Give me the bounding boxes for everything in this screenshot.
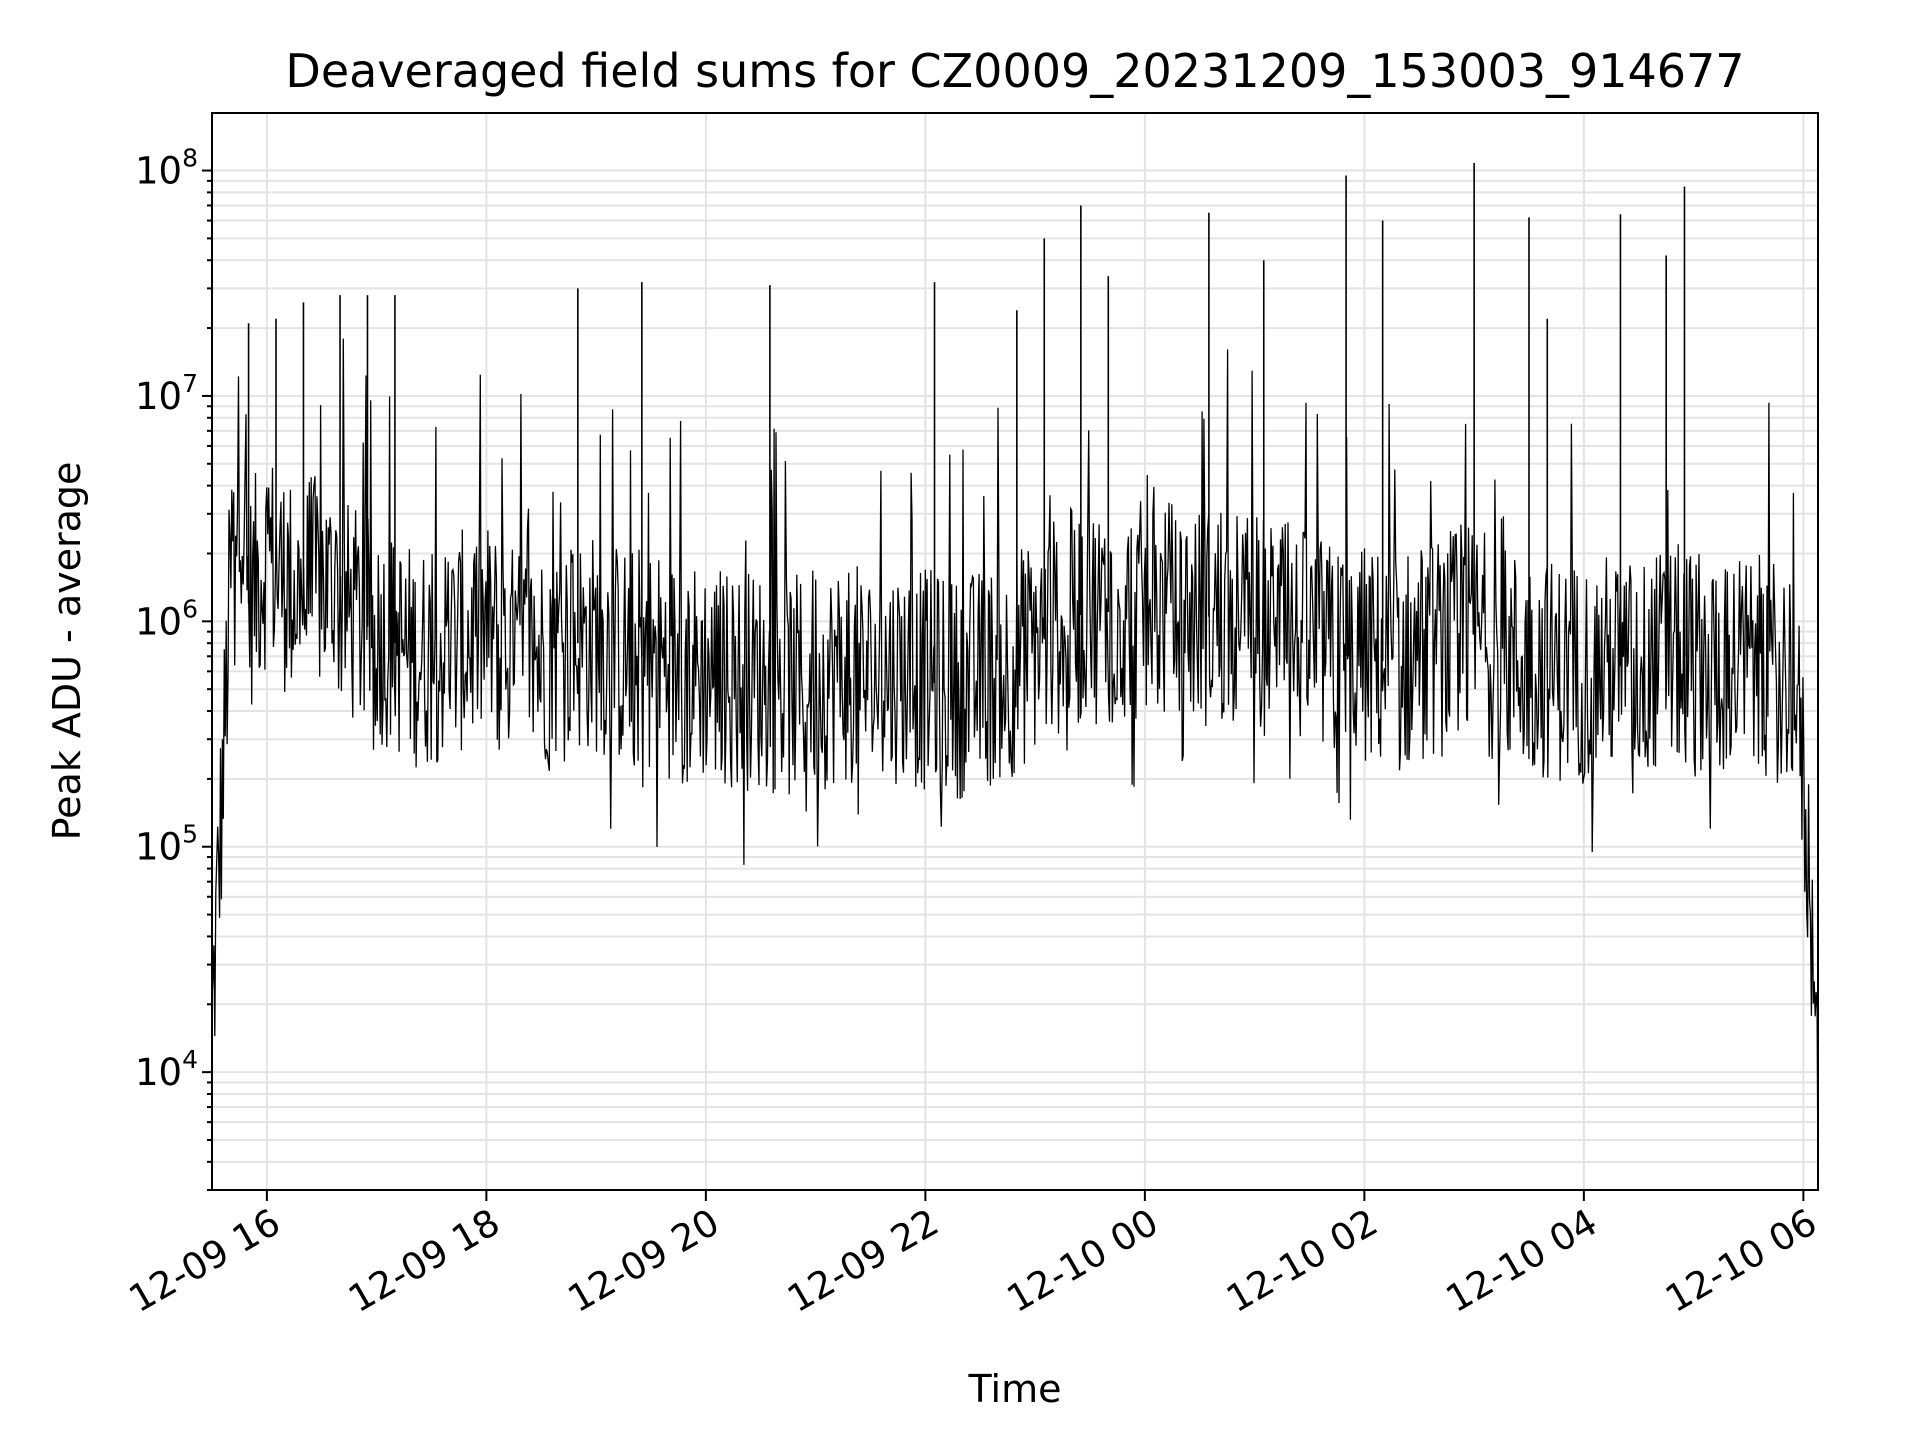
y-tick-label: 104: [135, 1045, 198, 1094]
y-tick-label: 105: [135, 820, 198, 869]
y-tick-label: 106: [135, 594, 198, 643]
x-tick-label: 12-09 18: [341, 1201, 507, 1321]
series-line: [211, 163, 1819, 1191]
x-tick-label: 12-10 06: [1658, 1201, 1824, 1321]
x-tick-label: 12-10 04: [1439, 1201, 1605, 1321]
plot-frame: [211, 112, 1819, 1191]
y-tick-label: 108: [135, 144, 198, 193]
series-trace: [211, 338, 1819, 1191]
x-tick-label: 12-09 22: [780, 1201, 946, 1321]
y-tick-label: 107: [135, 369, 198, 418]
y-axis-label: Peak ADU - average: [45, 462, 89, 841]
x-axis-label: Time: [968, 1367, 1062, 1411]
x-tick-label: 12-09 16: [122, 1201, 288, 1321]
x-tick-label: 12-10 02: [1219, 1201, 1385, 1321]
x-tick-label: 12-10 00: [1000, 1201, 1166, 1321]
x-tick-label: 12-09 20: [561, 1201, 727, 1321]
chart-title: Deaveraged field sums for CZ0009_2023120…: [285, 44, 1744, 98]
